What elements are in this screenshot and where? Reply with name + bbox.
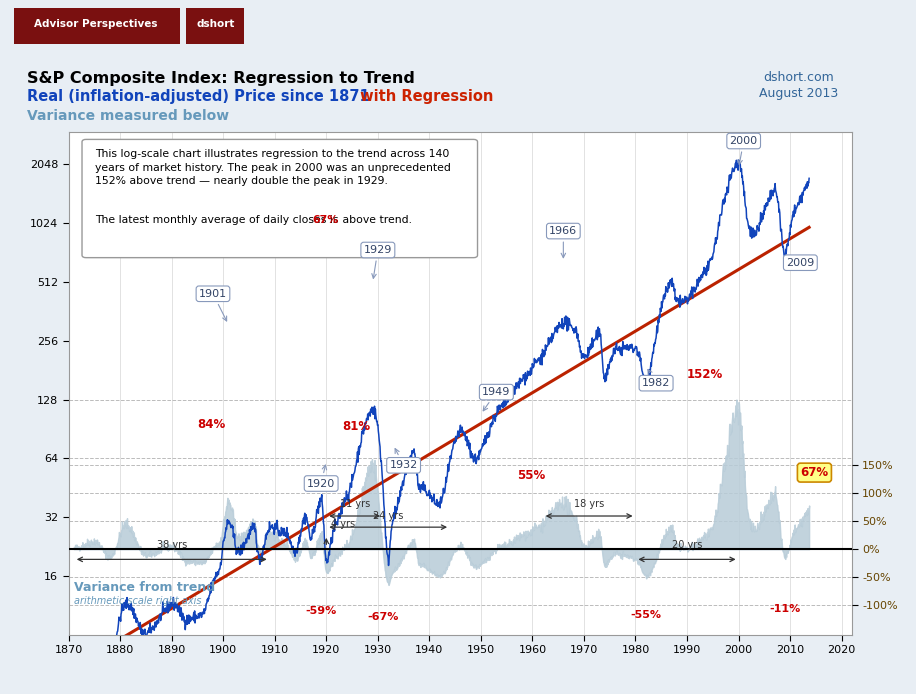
Text: 1966: 1966 [550,226,577,257]
FancyBboxPatch shape [82,139,477,257]
Text: 81%: 81% [342,420,370,432]
Text: 2000: 2000 [730,136,758,164]
Text: Real (inflation-adjusted) Price since 1871: Real (inflation-adjusted) Price since 18… [27,90,370,104]
Text: 55%: 55% [517,469,545,482]
FancyBboxPatch shape [14,8,180,44]
Text: dshort.com: dshort.com [764,71,834,84]
Text: dshort: dshort [196,19,234,28]
Text: 18 yrs: 18 yrs [574,500,605,509]
Text: 1920: 1920 [307,465,335,489]
Text: 1932: 1932 [389,448,418,471]
Text: 67%: 67% [312,215,339,225]
Text: -67%: -67% [367,612,398,623]
Text: August 2013: August 2013 [759,87,839,100]
Text: -11%: -11% [769,604,801,614]
Text: 4 yrs: 4 yrs [332,518,355,529]
Text: Variance measured below: Variance measured below [27,108,229,123]
Text: -55%: -55% [630,610,661,620]
Text: 38 yrs: 38 yrs [157,540,187,550]
Text: Advisor Perspectives: Advisor Perspectives [35,19,158,28]
Text: The latest monthly average of daily closes is: The latest monthly average of daily clos… [95,215,343,225]
Text: 1901: 1901 [199,289,227,321]
Text: 152%: 152% [687,368,724,381]
Text: Variance from trend: Variance from trend [74,581,215,593]
Text: 67%: 67% [801,466,828,479]
Text: 24 yrs: 24 yrs [373,511,403,520]
Text: 2009: 2009 [786,257,814,268]
Text: above trend.: above trend. [339,215,412,225]
Text: 1929: 1929 [364,245,392,278]
Text: 1982: 1982 [642,369,671,388]
Text: This log-scale chart illustrates regression to the trend across 140
years of mar: This log-scale chart illustrates regress… [95,149,452,186]
FancyBboxPatch shape [186,8,245,44]
Text: arithmetic scale right axis: arithmetic scale right axis [74,596,202,606]
Text: 11 yrs: 11 yrs [340,500,370,509]
Text: with Regression: with Regression [354,90,493,104]
Text: -59%: -59% [306,607,337,616]
Text: S&P Composite Index: Regression to Trend: S&P Composite Index: Regression to Trend [27,71,415,86]
Text: 1949: 1949 [482,387,510,411]
Text: 20 yrs: 20 yrs [671,540,703,550]
Text: 84%: 84% [198,418,225,431]
